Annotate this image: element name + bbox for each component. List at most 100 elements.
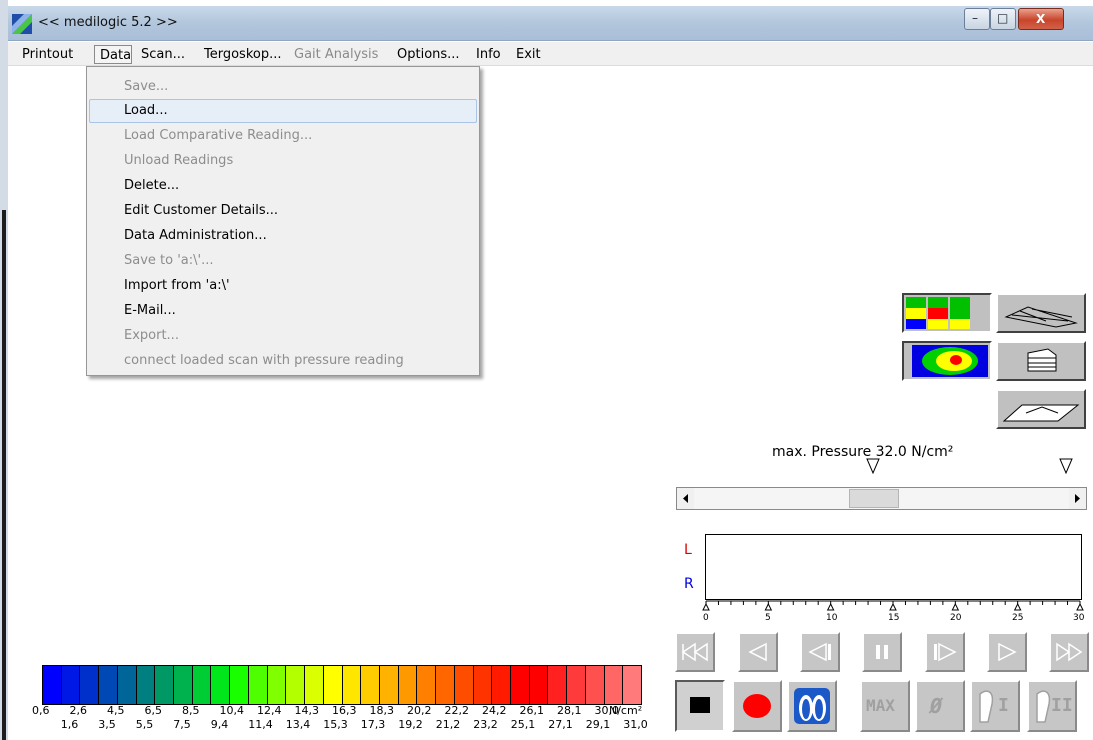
menu-scan[interactable]: Scan... [141,47,186,62]
scale-bottom-label: 13,4 [285,718,311,731]
grid-view-button[interactable] [902,293,992,333]
lower-bound-marker-icon[interactable] [866,458,880,474]
max-pressure-label: max. Pressure 32.0 N/cm² [772,444,954,460]
scale-top-label: 18,3 [369,704,395,717]
surface-view-button[interactable] [996,389,1086,429]
average-button[interactable]: Ø [915,680,965,732]
scale-bottom-label: 11,4 [248,718,273,731]
foot-one-button[interactable]: I [970,680,1020,732]
menu-item-connect-scan[interactable]: connect loaded scan with pressure readin… [124,353,404,368]
step-forward-button[interactable] [987,632,1027,672]
feet-button[interactable] [787,680,837,732]
scale-top-label: 12,4 [257,704,282,717]
frame-forward-button[interactable] [925,632,965,672]
record-button[interactable] [732,680,782,732]
max-button[interactable]: MAX [860,680,910,732]
scale-color-cell [379,666,399,704]
menu-item-import-from-a[interactable]: Import from 'a:\' [124,278,230,293]
foot-outline-icon [979,690,994,723]
scale-top-label: 20,2 [407,704,432,717]
scale-bottom-label: 9,4 [210,718,229,731]
menu-exit[interactable]: Exit [516,47,541,62]
scale-color-cell [248,666,268,704]
scrollbar-thumb[interactable] [849,489,899,508]
menu-tergoskop[interactable]: Tergoskop... [204,47,282,62]
scale-color-cell [342,666,362,704]
scale-color-cell [286,666,306,704]
menu-info[interactable]: Info [476,47,501,62]
contour-view-button[interactable] [996,341,1086,381]
stop-button[interactable] [675,680,725,732]
scale-bottom-label: 3,5 [98,718,116,731]
menu-printout[interactable]: Printout [22,47,74,62]
foot-outline-icon [1036,690,1051,723]
scale-top-label: 6,5 [144,704,163,717]
rewind-icon [681,642,708,662]
feet-icon [794,688,830,724]
scale-color-cell [99,666,118,704]
ruler-marker [826,602,835,611]
minimize-button[interactable]: – [964,8,990,30]
menu-item-data-administration[interactable]: Data Administration... [124,228,267,243]
scroll-right-arrow-icon[interactable] [1069,488,1086,509]
pause-icon [876,645,888,659]
menu-item-unload-readings[interactable]: Unload Readings [124,153,234,168]
foot-two-button[interactable]: II [1027,680,1077,732]
frame-forward-icon [934,642,957,662]
scale-top-label: 22,2 [444,704,470,717]
scale-top-label: 4,5 [107,704,125,717]
ruler-marker [764,602,773,611]
ruler-label-15: 15 [888,613,900,623]
window-left-edge [0,0,8,740]
scale-color-cell [604,666,624,704]
menu-item-email[interactable]: E-Mail... [124,303,176,318]
ruler-label-30: 30 [1073,613,1085,623]
pressure-scrollbar[interactable] [676,487,1087,510]
scale-bottom-label: 23,2 [473,718,498,731]
ruler-label-0: 0 [703,613,709,623]
scale-color-cell [436,666,455,704]
menu-item-save-to-a[interactable]: Save to 'a:\'... [124,253,214,268]
max-button-label: MAX [866,696,895,715]
menu-item-delete[interactable]: Delete... [124,178,180,193]
grid-view-icon [904,295,990,331]
isobar-view-button[interactable] [902,341,992,381]
fast-forward-button[interactable] [1049,632,1089,672]
scale-color-cell [623,666,641,704]
menu-item-edit-customer[interactable]: Edit Customer Details... [124,203,279,218]
maximize-button[interactable]: □ [990,8,1016,30]
wireframe-view-button[interactable] [996,293,1086,333]
scale-top-label: 14,3 [294,704,320,717]
menu-options[interactable]: Options... [397,47,460,62]
menu-gait-analysis[interactable]: Gait Analysis [294,47,379,62]
timeline-ruler [702,600,1084,611]
ruler-label-25: 25 [1012,613,1024,623]
surface-3d-icon [1002,404,1080,422]
frame-back-icon [808,642,831,662]
scale-top-label: 30,0 [594,704,620,717]
scale-top-label: 24,2 [482,704,507,717]
pause-button[interactable] [862,632,902,672]
wireframe-3d-icon [1004,306,1078,328]
right-foot-label: R [684,576,694,592]
average-icon: Ø [930,694,943,718]
upper-bound-marker-icon[interactable] [1059,458,1073,474]
scale-color-cell [529,666,549,704]
frame-back-button[interactable] [800,632,840,672]
menu-item-load[interactable]: Load... [89,99,477,123]
rewind-button[interactable] [675,632,715,672]
close-button[interactable]: X [1018,8,1064,30]
scale-color-cell [323,666,343,704]
foot-two-label: II [1051,695,1073,716]
title-bar[interactable]: << medilogic 5.2 >> – □ X [8,6,1093,41]
scroll-left-arrow-icon[interactable] [677,488,694,509]
menu-data[interactable]: Data [94,45,132,64]
menu-item-load-comparative[interactable]: Load Comparative Reading... [124,128,313,143]
maximize-icon: □ [997,11,1009,25]
close-icon: X [1036,12,1046,26]
ruler-label-20: 20 [950,613,962,623]
menu-item-save[interactable]: Save... [124,79,169,94]
step-back-button[interactable] [738,632,778,672]
scale-bottom-label: 15,3 [323,718,348,731]
menu-item-export[interactable]: Export... [124,328,179,343]
